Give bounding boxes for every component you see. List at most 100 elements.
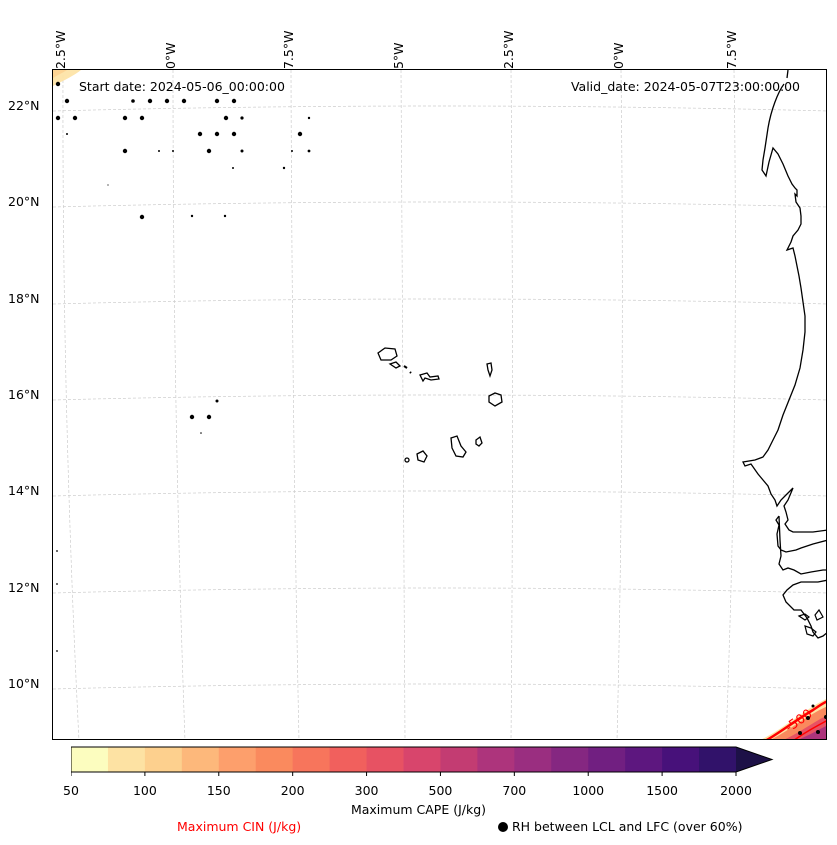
colorbar-outline xyxy=(71,746,774,773)
gridlines xyxy=(53,70,826,739)
rh-dot xyxy=(122,148,128,154)
colorbar-segment xyxy=(366,747,404,772)
map-panel: -500 Start date: 2024-05-06_00:00:00 Val… xyxy=(52,69,827,740)
colorbar-segment xyxy=(477,747,515,772)
colorbar-segment xyxy=(71,747,109,772)
rh-dot xyxy=(189,414,195,420)
rh-dot xyxy=(172,150,174,152)
colorbar-segment xyxy=(625,747,663,772)
rh-dot xyxy=(66,133,68,135)
colorbar-tick-label: 1500 xyxy=(646,783,679,798)
colorbar-tick-label: 150 xyxy=(206,783,231,798)
rh-dot xyxy=(223,214,227,218)
meridian-gridline xyxy=(616,70,623,739)
latitude-label: 16°N xyxy=(8,387,40,402)
parallel-gridline xyxy=(53,201,826,208)
colorbar-segment xyxy=(144,747,183,772)
rh-dot xyxy=(297,131,303,137)
meridian-gridline xyxy=(290,70,300,739)
rh-dot xyxy=(307,116,311,120)
colorbar-segment xyxy=(514,747,552,772)
rh-dot xyxy=(206,414,212,420)
colorbar-tick-label: 100 xyxy=(132,783,157,798)
meridian-gridline xyxy=(172,70,186,739)
rh-dot xyxy=(240,149,244,153)
parallel-gridline xyxy=(53,587,826,594)
bijagos-islands xyxy=(797,608,824,637)
rh-dot xyxy=(214,131,220,137)
colorbar-swatches xyxy=(71,746,774,776)
rh-legend-label: RH between LCL and LFC (over 60%) xyxy=(512,819,743,834)
rh-dot xyxy=(215,399,219,403)
rh-dot xyxy=(139,214,145,220)
latitude-label: 20°N xyxy=(8,194,40,209)
cape-verde-islands xyxy=(377,347,503,463)
colorbar-segment xyxy=(551,747,589,772)
cin-legend-label: Maximum CIN (J/kg) xyxy=(177,819,302,834)
rh-dot xyxy=(158,150,160,152)
rh-dot xyxy=(190,214,194,218)
rh-dot xyxy=(206,148,212,154)
rh-dot xyxy=(798,731,802,735)
rh-dot xyxy=(122,115,128,121)
rh-dot xyxy=(282,166,286,170)
colorbar-segment xyxy=(588,747,626,772)
cape-shading-top-left-inner xyxy=(53,70,67,78)
rh-dot xyxy=(55,81,61,87)
rh-dot xyxy=(197,131,203,137)
colorbar-segment xyxy=(218,747,257,772)
rh-dot xyxy=(55,115,61,121)
colorbar-tick-label: 2000 xyxy=(720,783,752,798)
rh-dot xyxy=(811,704,815,708)
rh-dot xyxy=(181,98,187,104)
colorbar-segment xyxy=(181,747,220,772)
parallel-gridline xyxy=(53,298,826,305)
africa-coastline xyxy=(742,70,826,639)
colorbar-tick-label: 200 xyxy=(280,783,305,798)
rh-dot xyxy=(223,115,229,121)
rh-legend: RH between LCL and LFC (over 60%) xyxy=(498,819,742,834)
latitude-label: 12°N xyxy=(8,580,40,595)
rh-marker-icon xyxy=(498,822,508,832)
rh-dot xyxy=(139,115,145,121)
latitude-label: 14°N xyxy=(8,483,40,498)
colorbar-extend-arrow xyxy=(736,747,772,772)
colorbar-segment xyxy=(292,747,331,772)
rh-dot xyxy=(200,432,202,434)
cape-shading-bottom-right xyxy=(762,699,826,739)
rh-dot xyxy=(56,650,58,652)
rh-marker-dots xyxy=(55,81,826,735)
colorbar-label: Maximum CAPE (J/kg) xyxy=(350,802,487,817)
rh-dot xyxy=(214,98,220,104)
rh-dot xyxy=(240,116,244,120)
latitude-label: 10°N xyxy=(8,676,40,691)
colorbar-tick-label: 1000 xyxy=(572,783,605,798)
parallel-gridline xyxy=(53,683,826,690)
meridian-gridline xyxy=(510,70,513,739)
colorbar-segment xyxy=(662,747,700,772)
rh-dot xyxy=(147,98,153,104)
start-date-label: Start date: 2024-05-06_00:00:00 xyxy=(79,79,285,94)
rh-dot xyxy=(816,730,820,734)
meridian-gridline xyxy=(62,70,80,739)
parallel-gridline xyxy=(53,105,826,112)
rh-dot xyxy=(56,550,58,552)
rh-dot xyxy=(231,131,237,137)
rh-dot xyxy=(824,715,826,719)
colorbar-tick-label: 500 xyxy=(428,783,453,798)
colorbar-segment xyxy=(255,747,294,772)
colorbar-tick-label: 300 xyxy=(354,783,379,798)
rh-dot xyxy=(131,99,135,103)
rh-dot xyxy=(107,184,109,186)
colorbar-segment xyxy=(403,747,441,772)
colorbar-tick-label: 700 xyxy=(502,783,527,798)
rh-dot xyxy=(72,115,78,121)
latitude-label: 22°N xyxy=(8,98,40,113)
map-canvas: -500 xyxy=(53,70,826,739)
colorbar-segment xyxy=(699,747,737,772)
valid-date-label: Valid_date: 2024-05-07T23:00:00.00 xyxy=(570,79,800,94)
rh-dot xyxy=(806,716,810,720)
colorbar-tick-label: 50 xyxy=(63,783,79,798)
rh-dot xyxy=(56,583,58,585)
rh-dot xyxy=(232,167,234,169)
